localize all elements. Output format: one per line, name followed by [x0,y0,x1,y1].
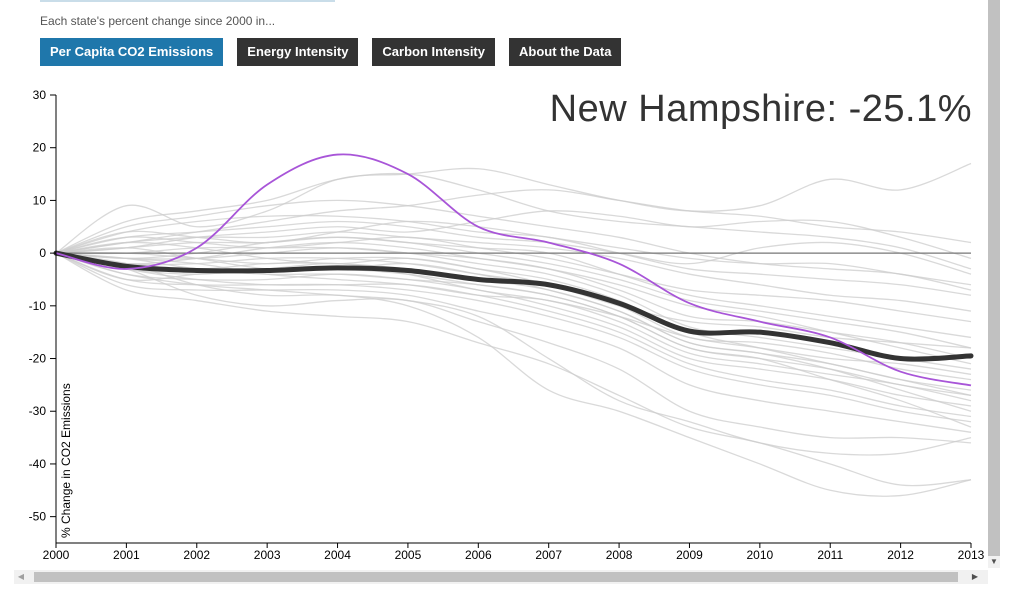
y-tick-label-6: -30 [29,404,47,418]
state-line-14 [55,252,972,444]
y-tick-label-2: 10 [33,193,47,207]
x-tick-label-13: 2013 [958,548,985,562]
y-axis-label: % Change in CO2 Emissions [59,383,73,538]
state-line-23 [55,252,972,418]
scroll-left-arrow-icon[interactable]: ◀ [17,572,25,581]
state-line-18 [55,189,972,254]
highlight-state-label: New Hampshire: -25.1% [549,88,972,130]
state-line-17 [55,252,972,456]
top-rule [40,0,335,2]
y-tick-label-5: -20 [29,352,47,366]
tab-carbon-intensity[interactable]: Carbon Intensity [372,38,495,66]
x-tick-label-1: 2001 [113,548,140,562]
state-line-28 [55,220,972,286]
x-tick-label-4: 2004 [324,548,351,562]
y-tick-label-3: 0 [39,246,46,260]
x-tick-label-9: 2009 [676,548,703,562]
x-tick-label-10: 2010 [746,548,773,562]
y-tick-label-8: -50 [29,510,47,524]
state-line-20 [55,236,972,349]
state-line-16 [55,252,972,497]
highlight-line-new-hampshire [55,153,972,387]
y-tick-label-4: -10 [29,299,47,313]
page-subtitle: Each state's percent change since 2000 i… [40,14,276,28]
x-tick-label-0: 2000 [43,548,70,562]
x-tick-label-7: 2007 [535,548,562,562]
state-line-1 [55,172,972,270]
state-line-13 [55,252,972,433]
average-line [53,250,974,362]
state-line-27 [55,252,972,375]
tab-per-capita-co2[interactable]: Per Capita CO2 Emissions [40,38,224,66]
x-tick-label-3: 2003 [254,548,281,562]
y-tick-label-7: -40 [29,457,47,471]
x-tick-label-6: 2006 [465,548,492,562]
state-line-3 [55,214,972,296]
vertical-scrollbar[interactable] [988,0,1000,568]
scroll-down-arrow-icon[interactable]: ▼ [988,556,1000,568]
state-line-19 [55,210,972,260]
y-tick-label-0: 30 [33,88,47,102]
tab-about-data[interactable]: About the Data [509,38,622,66]
state-line-0 [55,162,972,254]
state-line-2 [55,199,972,291]
horizontal-scrollbar-thumb[interactable] [34,572,958,582]
scroll-right-arrow-icon[interactable]: ▶ [971,572,979,581]
state-line-29 [55,241,972,365]
state-line-25 [55,252,972,402]
x-tick-label-5: 2005 [395,548,422,562]
x-tick-label-8: 2008 [606,548,633,562]
y-tick-label-1: 20 [33,141,47,155]
state-line-15 [55,252,972,487]
state-line-9 [55,252,972,381]
x-tick-label-2: 2002 [183,548,210,562]
metric-tabs: Per Capita CO2 Emissions Energy Intensit… [40,38,635,66]
x-tick-label-12: 2012 [887,548,914,562]
x-tick-label-11: 2011 [817,548,843,562]
state-line-26 [55,241,972,349]
tab-energy-intensity[interactable]: Energy Intensity [237,38,359,66]
